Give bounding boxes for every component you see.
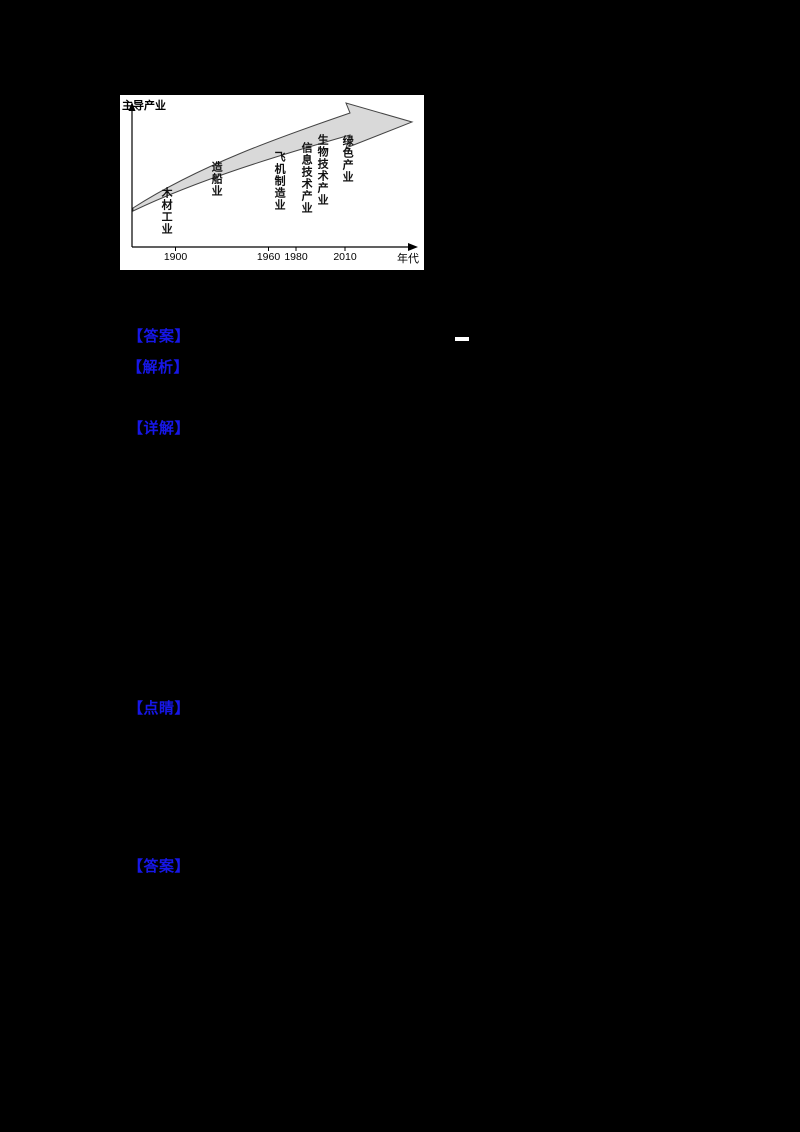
answer-tag-2: 【答案】	[128, 858, 191, 875]
explanation-tag: 【详解】	[128, 420, 191, 437]
trend-arrow	[132, 102, 414, 212]
industry-label-shipbuilding: 造船业	[210, 161, 223, 197]
answer-tag-1: 【答案】	[128, 328, 191, 345]
x-axis-label: 年代	[397, 253, 419, 265]
industry-label-timber: 木材工业	[160, 187, 173, 235]
x-tick-2010: 2010	[333, 251, 357, 263]
x-tick-1960: 1960	[256, 251, 281, 263]
x-tick-1980: 1980	[284, 251, 308, 263]
tip-tag: 【点睛】	[128, 700, 191, 717]
industry-evolution-figure: 主导产业 年代 1900 1960 1980 2010 木材工业 造船业 飞机制…	[120, 95, 424, 270]
industry-label-aircraft: 飞机制造业	[273, 151, 286, 211]
axes-and-arrow-graphic	[128, 102, 418, 251]
answer-dash-mark	[455, 337, 469, 341]
industry-label-green: 绿色产业	[341, 135, 354, 183]
analysis-tag: 【解析】	[127, 359, 190, 376]
industry-label-biotech: 生物技术产业	[316, 134, 329, 206]
y-axis-label: 主导产业	[122, 100, 166, 112]
industry-label-it: 信息技术产业	[300, 142, 313, 214]
x-tick-1900: 1900	[163, 251, 188, 263]
